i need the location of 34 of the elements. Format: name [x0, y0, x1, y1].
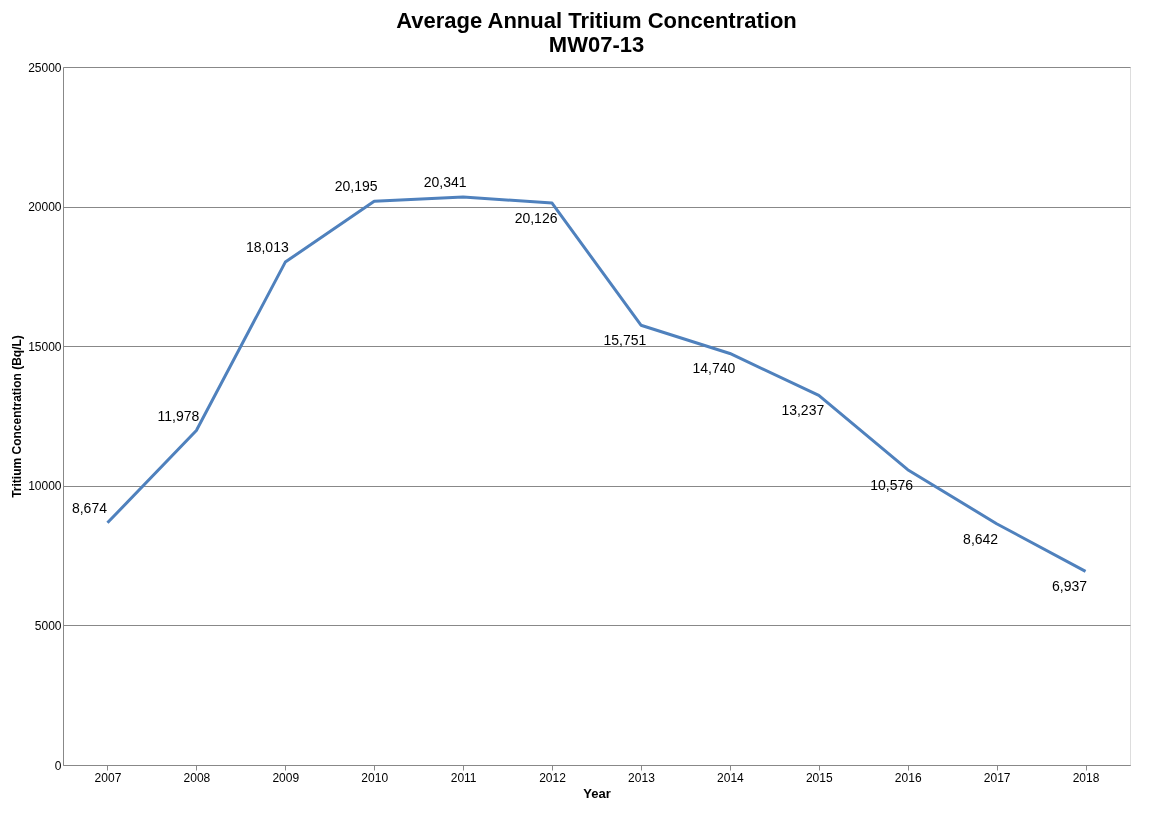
y-tick-label: 0 [54, 758, 62, 773]
y-tick-label: 25000 [28, 60, 62, 75]
x-tick-label: 2018 [1072, 770, 1100, 785]
x-tick-label: 2013 [628, 770, 656, 785]
chart-title: Average Annual Tritium Concentration MW07-13 [396, 8, 797, 57]
x-tick-label: 2007 [94, 770, 122, 785]
text: 8,674 [71, 499, 107, 516]
x-axis-title: Year [583, 785, 611, 801]
y-tick-label: 5000 [34, 618, 62, 633]
text: 14,740 [692, 360, 736, 377]
y-tick-label: 10000 [28, 479, 62, 494]
text: 20,195 [334, 178, 378, 195]
line-series [105, 195, 1088, 573]
text: 20,126 [514, 210, 558, 227]
text: 10,576 [870, 476, 914, 493]
text: 15,751 [603, 332, 647, 349]
x-tick-label: 2010 [361, 770, 389, 785]
x-tick-label: 2016 [894, 770, 922, 785]
text: 13,237 [781, 402, 825, 419]
text: 11,978 [157, 407, 200, 424]
x-tick-label: 2017 [983, 770, 1011, 785]
x-tick-label: 2008 [183, 770, 211, 785]
y-tick-label: 15000 [28, 339, 62, 354]
text: 18,013 [245, 239, 289, 256]
x-tick-label: 2015 [805, 770, 833, 785]
y-axis-title: Tritium Concentration (Bq/L) [10, 335, 25, 498]
x-tick-label: 2009 [272, 770, 300, 785]
x-tick-label: 2011 [450, 770, 477, 785]
y-tick-label: 20000 [28, 200, 62, 215]
x-tick-label: 2014 [717, 770, 745, 785]
text: 6,937 [1052, 578, 1088, 595]
text: 8,642 [963, 530, 999, 547]
x-tick-label: 2012 [539, 770, 567, 785]
text: 20,341 [423, 174, 467, 191]
